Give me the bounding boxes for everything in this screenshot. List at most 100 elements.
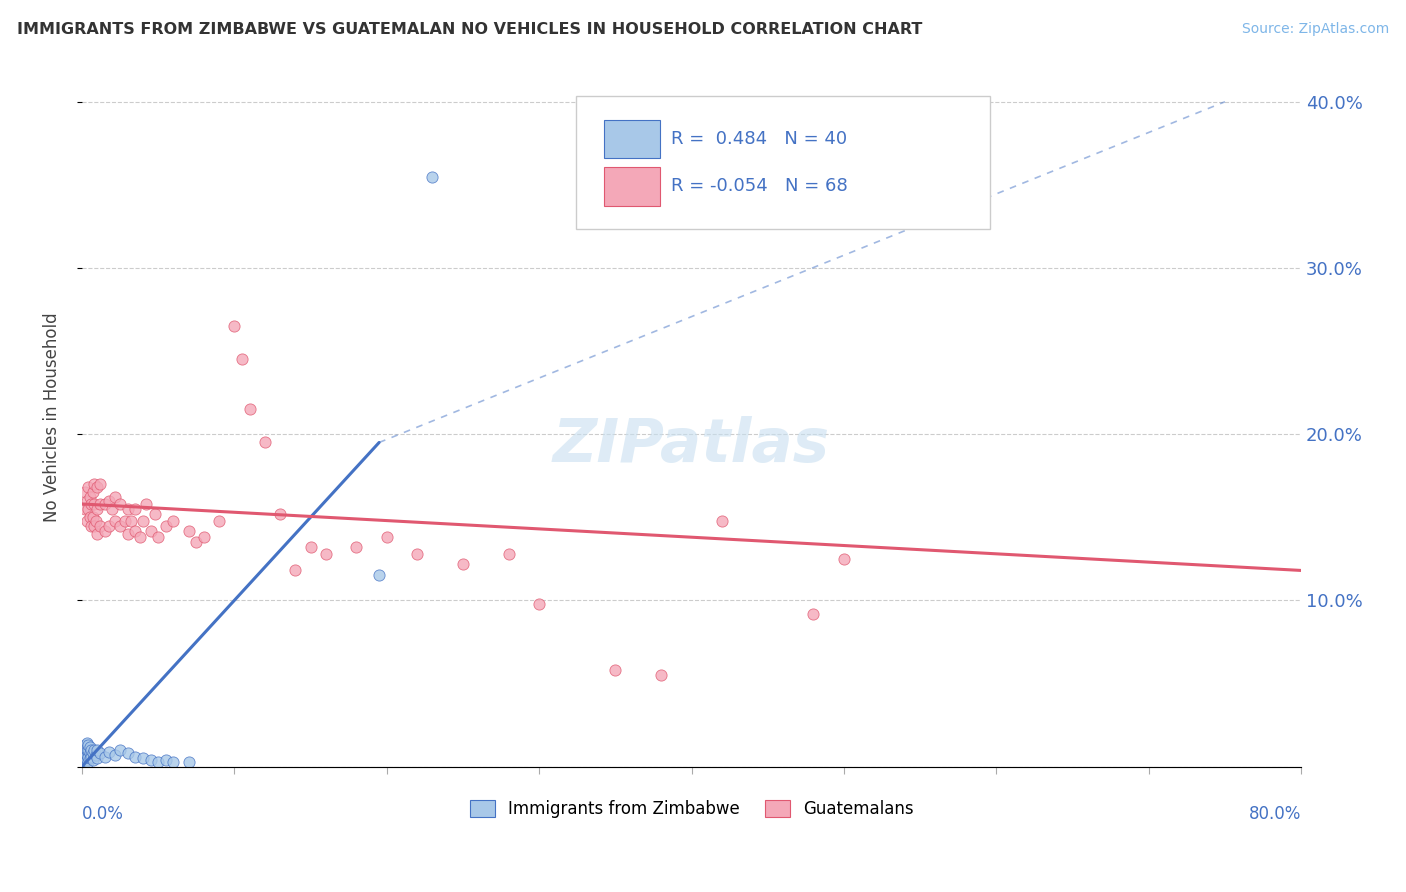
Point xyxy=(73,738,96,752)
FancyBboxPatch shape xyxy=(575,96,990,229)
Point xyxy=(605,663,627,677)
Point xyxy=(128,530,150,544)
Point xyxy=(101,502,124,516)
Point xyxy=(104,747,127,762)
Point xyxy=(155,753,177,767)
Point xyxy=(82,510,104,524)
Point xyxy=(299,540,322,554)
Point xyxy=(84,747,107,762)
Point xyxy=(711,514,734,528)
Point xyxy=(155,518,177,533)
Point xyxy=(832,551,855,566)
Point xyxy=(89,746,111,760)
Point xyxy=(135,497,157,511)
Point xyxy=(73,749,96,764)
Text: R = -0.054   N = 68: R = -0.054 N = 68 xyxy=(671,178,848,195)
Text: Source: ZipAtlas.com: Source: ZipAtlas.com xyxy=(1241,22,1389,37)
Point xyxy=(132,514,155,528)
Point xyxy=(108,518,131,533)
Point xyxy=(375,530,398,544)
Point xyxy=(83,477,105,491)
Point xyxy=(77,755,100,769)
Point xyxy=(406,547,429,561)
Point xyxy=(76,753,98,767)
Point xyxy=(73,502,96,516)
Point xyxy=(177,524,200,538)
Point xyxy=(527,597,550,611)
Point xyxy=(177,755,200,769)
Point xyxy=(76,736,98,750)
Point xyxy=(77,743,100,757)
Point xyxy=(124,524,146,538)
Point xyxy=(284,564,307,578)
Point xyxy=(368,568,391,582)
Point xyxy=(84,514,107,528)
Point xyxy=(239,402,262,417)
Point xyxy=(80,497,103,511)
Point xyxy=(650,668,672,682)
Point xyxy=(83,518,105,533)
Point xyxy=(451,557,474,571)
Y-axis label: No Vehicles in Household: No Vehicles in Household xyxy=(44,313,60,523)
Point xyxy=(269,507,291,521)
Point xyxy=(108,497,131,511)
Point xyxy=(193,530,215,544)
Point xyxy=(86,751,108,765)
Point xyxy=(162,755,184,769)
Point xyxy=(114,514,136,528)
Point xyxy=(77,749,100,764)
Point xyxy=(89,518,111,533)
Point xyxy=(79,746,101,760)
Point xyxy=(104,514,127,528)
Point xyxy=(117,502,139,516)
Point xyxy=(344,540,367,554)
Text: IMMIGRANTS FROM ZIMBABWE VS GUATEMALAN NO VEHICLES IN HOUSEHOLD CORRELATION CHAR: IMMIGRANTS FROM ZIMBABWE VS GUATEMALAN N… xyxy=(17,22,922,37)
Point xyxy=(498,547,520,561)
Point xyxy=(117,746,139,760)
Point xyxy=(77,502,100,516)
Point xyxy=(98,745,121,759)
Point xyxy=(231,352,253,367)
Point xyxy=(76,514,98,528)
FancyBboxPatch shape xyxy=(603,168,659,206)
Point xyxy=(86,480,108,494)
Point xyxy=(143,507,166,521)
Point xyxy=(72,751,94,765)
Point xyxy=(82,746,104,760)
FancyBboxPatch shape xyxy=(603,120,659,158)
Point xyxy=(208,514,231,528)
Point xyxy=(79,491,101,505)
Point xyxy=(72,746,94,760)
Point xyxy=(94,497,117,511)
Point xyxy=(803,607,825,621)
Point xyxy=(80,518,103,533)
Text: 80.0%: 80.0% xyxy=(1249,805,1301,823)
Text: ZIPatlas: ZIPatlas xyxy=(553,416,830,475)
Point xyxy=(86,502,108,516)
Point xyxy=(186,535,208,549)
Point xyxy=(82,753,104,767)
Point xyxy=(73,485,96,500)
Text: 0.0%: 0.0% xyxy=(82,805,124,823)
Point xyxy=(132,751,155,765)
Point xyxy=(76,747,98,762)
Point xyxy=(117,527,139,541)
Point xyxy=(79,739,101,754)
Point xyxy=(104,491,127,505)
Point xyxy=(422,169,444,184)
Point xyxy=(162,514,184,528)
Point xyxy=(124,749,146,764)
Point xyxy=(79,510,101,524)
Point xyxy=(73,743,96,757)
Point xyxy=(83,497,105,511)
Point xyxy=(73,755,96,769)
Point xyxy=(98,493,121,508)
Point xyxy=(146,530,169,544)
Point xyxy=(98,518,121,533)
Point xyxy=(89,497,111,511)
Point xyxy=(120,514,142,528)
Point xyxy=(108,743,131,757)
Point xyxy=(139,524,162,538)
Point xyxy=(315,547,337,561)
Point xyxy=(124,502,146,516)
